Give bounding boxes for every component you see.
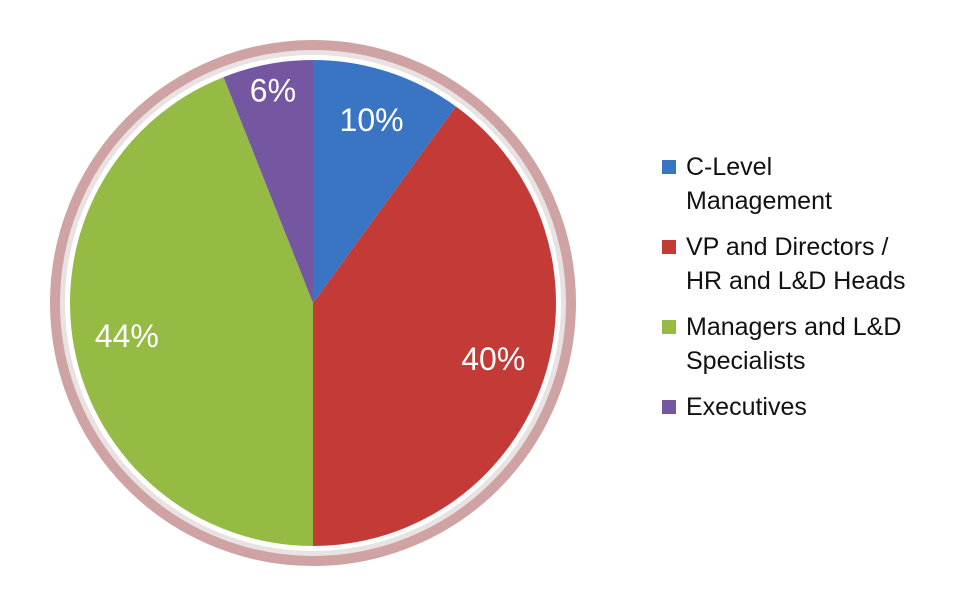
legend-swatch — [662, 240, 676, 254]
legend-item: Managers and L&D Specialists — [662, 310, 912, 378]
legend-label: C-Level Management — [686, 153, 832, 215]
pie-slice — [313, 106, 556, 546]
slice-label: 6% — [250, 72, 296, 108]
legend-swatch — [662, 320, 676, 334]
slice-label: 10% — [340, 102, 404, 138]
pie-slice — [70, 77, 313, 546]
legend-swatch — [662, 160, 676, 174]
legend-item: Executives — [662, 390, 912, 424]
legend-swatch — [662, 400, 676, 414]
legend-item: VP and Directors / HR and L&D Heads — [662, 230, 912, 298]
pie-slice — [313, 60, 456, 303]
legend-label: Managers and L&D Specialists — [686, 313, 902, 375]
legend-item: C-Level Management — [662, 150, 912, 218]
legend: C-Level Management VP and Directors / HR … — [662, 150, 912, 436]
legend-label: VP and Directors / HR and L&D Heads — [686, 233, 906, 295]
slice-label: 44% — [95, 318, 159, 354]
legend-label: Executives — [686, 393, 807, 421]
pie-slice — [223, 60, 313, 303]
slice-label: 40% — [461, 341, 525, 377]
